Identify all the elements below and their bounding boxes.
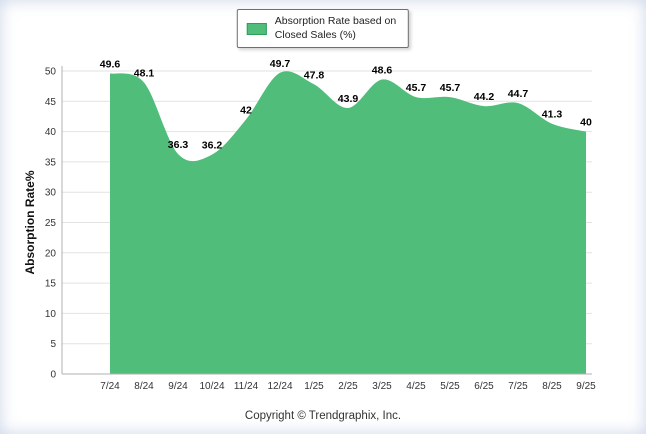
data-label: 44.7: [508, 88, 529, 100]
y-tick-label: 40: [45, 127, 57, 138]
y-tick-label: 45: [45, 97, 57, 108]
chart-legend: Absorption Rate based on Closed Sales (%…: [236, 9, 410, 49]
x-tick-label: 3/25: [372, 381, 392, 392]
legend-label: Absorption Rate based on Closed Sales (%…: [275, 15, 396, 42]
y-tick-label: 20: [45, 248, 57, 259]
x-tick-label: 5/25: [440, 381, 460, 392]
data-label: 45.7: [440, 82, 461, 94]
y-axis-title: Absorption Rate%: [23, 170, 37, 274]
legend-label-line1: Absorption Rate based on: [274, 15, 397, 27]
y-tick-label: 5: [50, 339, 56, 350]
data-label: 42: [240, 104, 252, 116]
data-label: 49.7: [270, 58, 291, 70]
x-tick-label: 8/24: [134, 381, 154, 392]
y-tick-label: 0: [50, 370, 56, 381]
data-label: 45.7: [406, 82, 427, 94]
y-tick-label: 50: [45, 67, 57, 78]
legend-swatch: [246, 22, 267, 35]
copyright-text: Copyright © Trendgraphix, Inc.: [244, 410, 402, 422]
y-tick-label: 35: [45, 157, 57, 168]
x-tick-label: 8/25: [542, 381, 562, 392]
y-tick-label: 15: [45, 279, 57, 290]
data-label: 48.1: [134, 68, 155, 80]
x-tick-label: 11/24: [234, 381, 259, 392]
x-tick-label: 2/25: [338, 381, 358, 392]
data-label: 47.8: [304, 69, 325, 81]
data-label: 36.3: [168, 139, 189, 151]
data-label: 40: [580, 117, 592, 129]
x-tick-label: 4/25: [406, 381, 426, 392]
x-tick-label: 9/25: [576, 381, 596, 392]
x-tick-label: 9/24: [168, 381, 188, 392]
y-tick-label: 30: [45, 188, 57, 199]
x-tick-label: 10/24: [199, 381, 224, 392]
x-tick-label: 12/24: [267, 381, 292, 392]
legend-label-line2: Closed Sales (%): [274, 28, 356, 41]
data-label: 49.6: [100, 58, 121, 70]
x-tick-label: 7/24: [100, 381, 120, 392]
data-label: 44.2: [474, 91, 495, 103]
data-label: 41.3: [542, 109, 563, 121]
y-tick-label: 25: [45, 218, 57, 229]
x-tick-label: 1/25: [304, 381, 324, 392]
data-label: 43.9: [338, 93, 359, 105]
y-tick-label: 10: [45, 309, 57, 320]
data-label: 36.2: [202, 140, 223, 152]
area-series: [110, 71, 586, 374]
data-label: 48.6: [372, 64, 393, 76]
x-tick-label: 6/25: [474, 381, 494, 392]
x-tick-label: 7/25: [508, 381, 528, 392]
